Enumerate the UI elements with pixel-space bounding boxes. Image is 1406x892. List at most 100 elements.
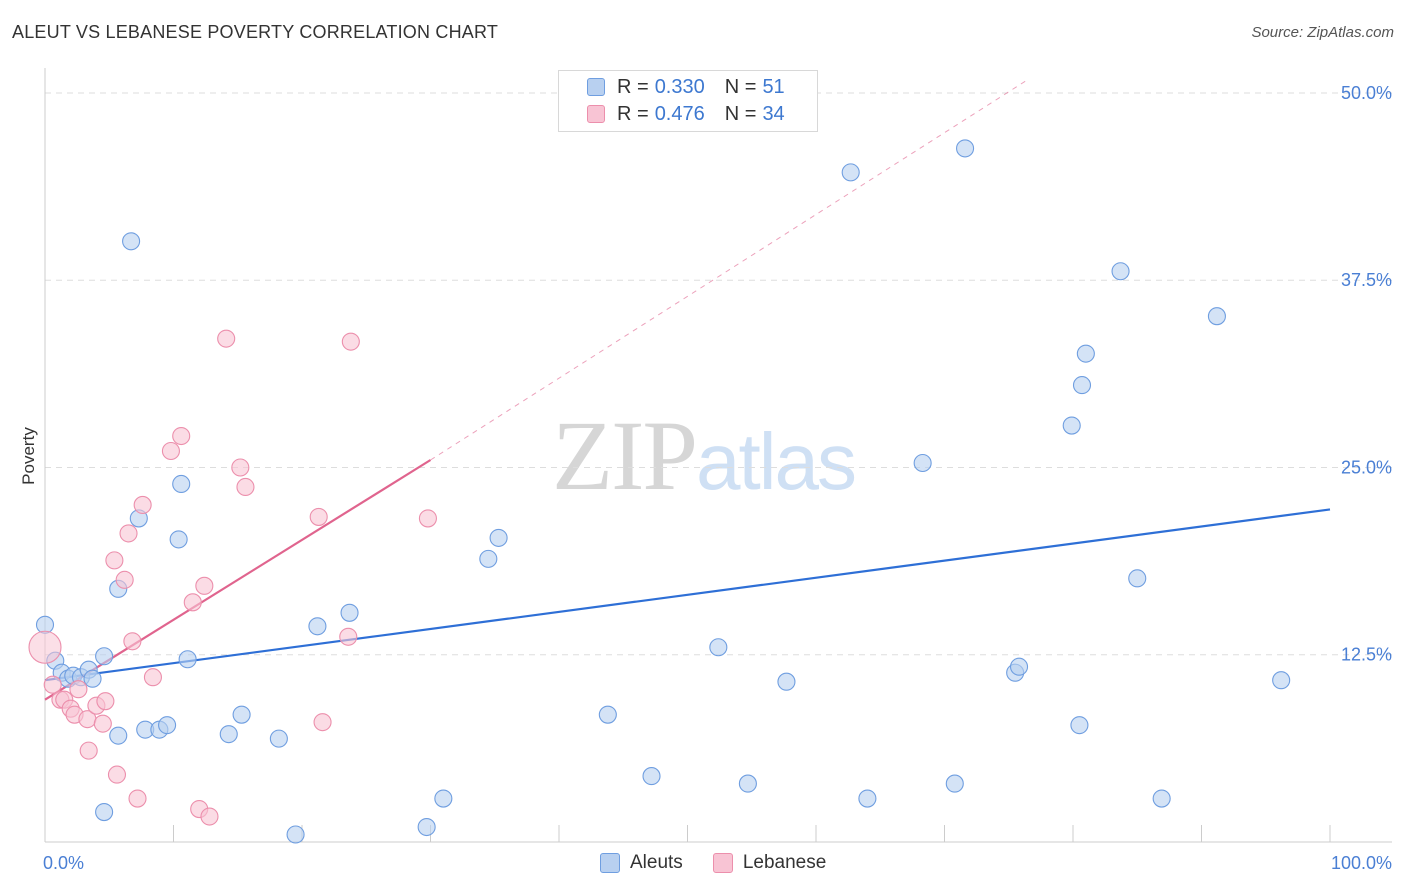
lebanese-point xyxy=(105,551,124,570)
x-tick-label: 0.0% xyxy=(43,853,84,873)
lebanese-point xyxy=(195,576,214,595)
aleuts-point xyxy=(1070,716,1089,735)
aleuts-point xyxy=(709,638,728,657)
r-label: R = xyxy=(617,102,649,125)
lebanese-point xyxy=(28,630,62,664)
lebanese-point xyxy=(115,570,134,589)
lebanese-point xyxy=(236,477,255,497)
y-tick-label: 25.0% xyxy=(1341,457,1392,477)
aleuts-point xyxy=(172,474,191,494)
aleuts-point xyxy=(269,729,288,748)
lebanese-point xyxy=(309,507,328,526)
lebanese-point xyxy=(341,332,360,351)
series-legend: Aleuts Lebanese xyxy=(600,852,856,874)
n-value: 51 xyxy=(762,75,785,98)
aleuts-point xyxy=(417,817,436,837)
y-axis-label: Poverty xyxy=(19,427,38,485)
watermark: ZIPatlas xyxy=(552,398,857,513)
aleuts-point xyxy=(169,530,188,549)
aleuts-point xyxy=(1128,569,1147,588)
aleuts-point xyxy=(109,726,128,745)
y-tick-label: 12.5% xyxy=(1341,645,1392,665)
lebanese-point xyxy=(143,668,162,687)
lebanese-point xyxy=(217,329,236,348)
aleuts-legend-swatch xyxy=(600,853,620,873)
lebanese-point xyxy=(231,458,250,477)
watermark-zip: ZIP xyxy=(552,400,698,511)
watermark-atlas: atlas xyxy=(696,417,857,506)
aleuts-point xyxy=(1076,344,1095,363)
aleuts-point xyxy=(1207,307,1226,326)
lebanese-point xyxy=(107,765,127,784)
aleuts-point xyxy=(1152,789,1171,808)
legend-item-lebanese[interactable]: Lebanese xyxy=(712,852,827,874)
lebanese-point xyxy=(123,632,142,651)
tick-labels: 12.5% 25.0% 37.5% 50.0% 0.0% 100.0% xyxy=(43,83,1392,873)
lebanese-point xyxy=(313,713,332,732)
y-tick-label: 50.0% xyxy=(1341,83,1392,103)
lebanese-point xyxy=(161,441,180,461)
aleuts-point xyxy=(945,774,964,793)
aleuts-point xyxy=(956,139,975,158)
r-value: 0.330 xyxy=(654,75,705,98)
lebanese-point xyxy=(79,741,98,760)
lebanese-point xyxy=(128,789,147,808)
lebanese-point xyxy=(43,675,62,694)
aleuts-swatch xyxy=(587,78,605,96)
lebanese-point xyxy=(96,692,115,711)
aleuts-point xyxy=(1009,657,1029,676)
axes xyxy=(44,68,1392,843)
aleuts-legend-label: Aleuts xyxy=(630,852,683,873)
lebanese-trend-extension xyxy=(430,79,1029,461)
aleuts-point xyxy=(489,528,508,547)
aleuts-point xyxy=(1072,376,1092,395)
chart-title: ALEUT VS LEBANESE POVERTY CORRELATION CH… xyxy=(12,22,499,42)
aleuts-point xyxy=(308,617,327,636)
lebanese-point xyxy=(133,495,152,514)
aleuts-point xyxy=(598,705,617,724)
y-tick-label: 37.5% xyxy=(1341,270,1392,290)
lebanese-legend-swatch xyxy=(712,853,733,873)
n-label: N = xyxy=(724,102,757,125)
aleuts-point xyxy=(340,603,359,622)
aleuts-point xyxy=(83,669,102,688)
legend-row-aleuts: R = 0.330 N = 51 xyxy=(587,74,785,100)
legend-item-aleuts[interactable]: Aleuts xyxy=(600,852,683,874)
grid-lines xyxy=(45,92,1392,656)
aleuts-point xyxy=(95,802,114,822)
aleuts-point xyxy=(1062,416,1081,435)
lebanese-point xyxy=(119,524,138,543)
aleuts-point xyxy=(232,705,251,724)
x-tick-label: 100.0% xyxy=(1331,853,1392,873)
data-points xyxy=(28,139,1291,844)
aleuts-point xyxy=(777,672,796,691)
aleuts-point xyxy=(286,825,305,844)
aleuts-point xyxy=(434,789,453,808)
aleuts-trend-line xyxy=(44,508,1331,682)
lebanese-point xyxy=(418,509,437,528)
n-value: 34 xyxy=(762,102,785,125)
aleuts-point xyxy=(178,650,197,669)
aleuts-point xyxy=(1272,671,1291,690)
lebanese-point xyxy=(183,593,202,612)
aleuts-point xyxy=(1111,262,1130,281)
lebanese-point xyxy=(339,627,358,646)
aleuts-point xyxy=(841,163,860,182)
aleuts-point xyxy=(913,453,932,473)
aleuts-point xyxy=(738,774,757,793)
lebanese-point xyxy=(69,680,88,699)
aleuts-point xyxy=(858,789,877,808)
aleuts-point xyxy=(642,767,661,786)
lebanese-swatch xyxy=(587,105,605,123)
aleuts-point xyxy=(219,725,238,744)
aleuts-point xyxy=(95,647,114,666)
lebanese-point xyxy=(93,714,112,733)
n-label: N = xyxy=(724,75,757,98)
r-label: R = xyxy=(617,75,649,98)
aleuts-point xyxy=(122,232,141,251)
source-label: Source: ZipAtlas.com xyxy=(1251,24,1394,41)
trend-lines xyxy=(44,79,1331,701)
lebanese-legend-label: Lebanese xyxy=(742,852,827,873)
lebanese-point xyxy=(200,807,219,826)
